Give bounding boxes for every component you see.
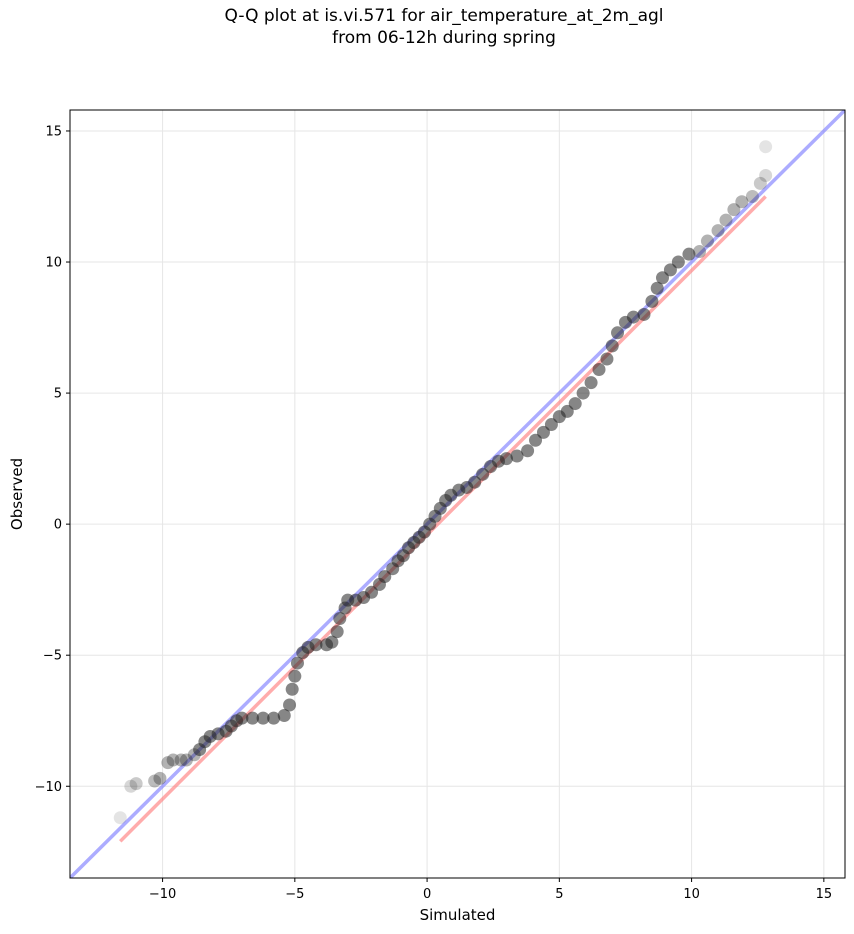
quantile-point [499, 452, 513, 466]
quantile-point [637, 307, 651, 321]
quantile-point [693, 245, 707, 259]
quantile-point [235, 711, 249, 725]
fit-line [119, 195, 767, 843]
quantile-point [174, 753, 188, 767]
y-tick-label: 0 [54, 518, 62, 533]
quantile-point [600, 352, 614, 366]
quantile-point [510, 449, 524, 463]
quantile-point [521, 444, 535, 458]
x-tick-label: −10 [149, 887, 176, 902]
x-tick-label: 10 [683, 887, 700, 902]
quantile-points [113, 140, 773, 825]
x-tick-label: 5 [555, 887, 563, 902]
quantile-point [611, 326, 625, 340]
quantile-point [626, 310, 640, 324]
quantile-point [753, 176, 767, 190]
x-tick-label: −5 [285, 887, 304, 902]
quantile-point [727, 203, 741, 217]
quantile-point [560, 404, 574, 418]
quantile-point [309, 638, 323, 652]
y-tick-label: 15 [45, 124, 62, 139]
quantile-point [536, 425, 550, 439]
y-tick-label: −5 [43, 649, 62, 664]
y-axis-label: Observed [8, 458, 26, 530]
y-tick-label: 10 [45, 256, 62, 271]
x-axis-label: Simulated [420, 906, 496, 924]
quantile-point [288, 669, 302, 683]
y-tick-label: 5 [54, 387, 62, 402]
quantile-point [124, 779, 138, 793]
quantile-point [267, 711, 281, 725]
quantile-point [161, 756, 175, 770]
ticks: −10 −5 0 5 10 15 −10 −5 0 5 10 15 [35, 124, 833, 902]
quantile-point [655, 271, 669, 285]
quantile-point [650, 281, 664, 295]
quantile-point [735, 195, 749, 209]
quantile-point [330, 625, 344, 639]
quantile-point [378, 570, 392, 584]
quantile-point [645, 294, 659, 308]
quantile-point [365, 585, 379, 599]
quantile-point [325, 635, 339, 649]
quantile-point [148, 774, 162, 788]
quantile-point [256, 711, 270, 725]
quantile-point [745, 189, 759, 203]
quantile-point [759, 169, 773, 183]
quantile-point [333, 612, 347, 626]
quantile-point [605, 339, 619, 353]
quantile-point [759, 140, 773, 154]
grid [70, 110, 845, 878]
quantile-point [671, 255, 685, 269]
quantile-point [129, 777, 143, 791]
quantile-point [153, 771, 167, 785]
chart-title-line-1: Q-Q plot at is.vi.571 for air_temperatur… [224, 6, 664, 26]
quantile-point [179, 753, 193, 767]
quantile-point [700, 234, 714, 248]
quantile-point [682, 247, 696, 261]
quantile-point [592, 362, 606, 376]
quantile-point [283, 698, 297, 712]
quantile-point [113, 811, 127, 825]
quantile-point [290, 656, 304, 670]
quantile-point [719, 213, 733, 227]
quantile-point [277, 708, 291, 722]
x-tick-label: 15 [816, 887, 833, 902]
quantile-point [529, 433, 543, 447]
y-tick-label: −10 [35, 780, 62, 795]
x-tick-label: 0 [423, 887, 431, 902]
quantile-point [663, 263, 677, 277]
plot-frame [69, 109, 846, 879]
quantile-point [576, 386, 590, 400]
quantile-point [568, 397, 582, 411]
quantile-point [476, 467, 490, 481]
quantile-point [544, 418, 558, 432]
quantile-point [468, 475, 482, 489]
quantile-point [285, 682, 299, 696]
chart-title-line-2: from 06-12h during spring [332, 28, 556, 48]
quantile-point [166, 753, 180, 767]
chart-title: Q-Q plot at is.vi.571 for air_temperatur… [0, 5, 854, 49]
quantile-point [246, 711, 260, 725]
quantile-point [584, 376, 598, 390]
quantile-point [711, 224, 725, 238]
